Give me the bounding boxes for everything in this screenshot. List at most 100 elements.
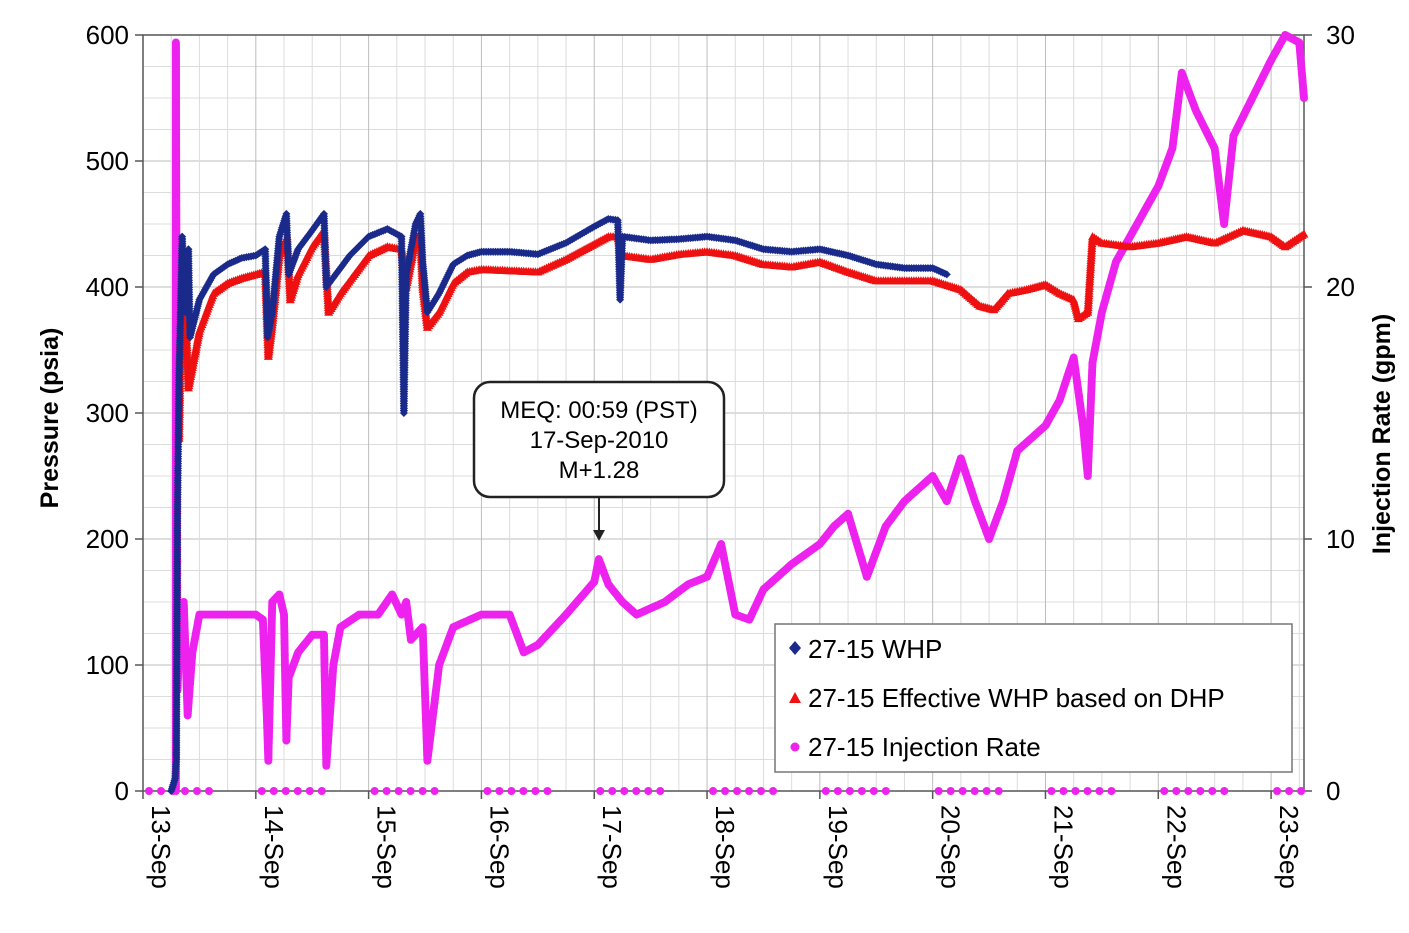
data-point xyxy=(483,787,492,795)
data-point xyxy=(1083,787,1092,795)
data-point xyxy=(1273,787,1282,795)
annotation-line-1: MEQ: 00:59 (PST) xyxy=(500,397,697,424)
right-tick-label: 10 xyxy=(1326,524,1355,554)
x-tick-label: 16-Sep xyxy=(484,805,514,889)
data-point xyxy=(1172,787,1181,795)
data-point xyxy=(833,787,842,795)
data-point xyxy=(733,787,742,795)
data-point xyxy=(982,787,991,795)
x-tick-label: 21-Sep xyxy=(1048,805,1078,889)
legend-marker-whp xyxy=(789,641,801,655)
left-tick-label: 0 xyxy=(115,776,129,806)
series-whp xyxy=(167,209,951,795)
data-point xyxy=(1184,787,1193,795)
data-point xyxy=(1285,787,1294,795)
data-point xyxy=(430,787,439,795)
data-point xyxy=(1208,787,1217,795)
data-point xyxy=(881,787,890,795)
data-point xyxy=(145,787,153,795)
data-point xyxy=(709,787,718,795)
data-point xyxy=(370,787,379,795)
y-right-axis-title: Injection Rate (gpm) xyxy=(1368,314,1396,554)
data-point xyxy=(205,787,213,795)
data-point xyxy=(531,787,540,795)
data-point xyxy=(1220,787,1229,795)
legend-label-rate: 27-15 Injection Rate xyxy=(808,732,1041,762)
x-axis: 13-Sep 14-Sep 15-Sep 16-Sep 17-Sep 18-Sep 19-S… xyxy=(142,791,1304,889)
right-tick-label: 0 xyxy=(1326,776,1340,806)
data-point xyxy=(157,787,165,795)
right-tick-label: 30 xyxy=(1326,20,1355,50)
data-point xyxy=(857,787,866,795)
x-tick-label: 15-Sep xyxy=(372,805,402,889)
data-point xyxy=(958,787,967,795)
data-point xyxy=(1196,787,1205,795)
legend-box xyxy=(774,623,1293,773)
left-tick-label: 600 xyxy=(86,20,129,50)
data-point xyxy=(281,787,290,795)
data-point xyxy=(632,787,641,795)
data-point xyxy=(994,787,1003,795)
data-point xyxy=(845,787,854,795)
data-point xyxy=(519,787,528,795)
legend-marker-rate xyxy=(790,742,800,752)
x-tick-label: 22-Sep xyxy=(1161,805,1191,889)
data-point xyxy=(543,787,552,795)
x-tick-label: 23-Sep xyxy=(1274,805,1304,889)
annotation-arrow-head xyxy=(593,530,605,541)
data-point xyxy=(721,787,730,795)
data-point xyxy=(1300,94,1308,102)
data-point xyxy=(608,787,617,795)
left-tick-label: 500 xyxy=(86,146,129,176)
left-tick-label: 100 xyxy=(86,650,129,680)
data-point xyxy=(596,787,605,795)
data-point xyxy=(1071,787,1080,795)
data-point xyxy=(1095,787,1104,795)
data-point xyxy=(1297,787,1306,795)
legend-label-whp: 27-15 WHP xyxy=(808,634,942,664)
annotation-callout: MEQ: 00:59 (PST) 17-Sep-2010 M+1.28 xyxy=(472,380,726,541)
data-point xyxy=(406,787,415,795)
data-point xyxy=(821,787,830,795)
left-tick-label: 400 xyxy=(86,272,129,302)
x-tick-label: 17-Sep xyxy=(597,805,627,889)
data-point xyxy=(317,787,326,795)
x-tick-label: 18-Sep xyxy=(710,805,740,889)
right-tick-label: 20 xyxy=(1326,272,1355,302)
data-point xyxy=(934,787,943,795)
x-tick-label: 19-Sep xyxy=(823,805,853,889)
data-point xyxy=(745,787,754,795)
data-point xyxy=(507,787,516,795)
data-point xyxy=(193,787,201,795)
data-point xyxy=(269,787,278,795)
data-point xyxy=(293,787,302,795)
data-point xyxy=(656,787,665,795)
y-left-axis-title: Pressure (psia) xyxy=(36,328,64,509)
data-point xyxy=(1059,787,1068,795)
legend: 27-15 WHP 27-15 Effective WHP based on D… xyxy=(774,623,1293,773)
legend-marker-effective xyxy=(789,692,801,703)
data-point xyxy=(942,270,951,279)
data-point xyxy=(305,787,314,795)
data-point xyxy=(181,787,189,795)
data-point xyxy=(620,787,629,795)
x-tick-label: 13-Sep xyxy=(146,805,176,889)
data-point xyxy=(418,787,427,795)
legend-label-effective: 27-15 Effective WHP based on DHP xyxy=(808,683,1225,713)
x-tick-label: 20-Sep xyxy=(936,805,966,889)
data-point xyxy=(869,787,878,795)
annotation-line-2: 17-Sep-2010 xyxy=(530,427,669,454)
left-tick-label: 200 xyxy=(86,524,129,554)
data-point xyxy=(394,787,403,795)
right-axis: 0 10 20 30 xyxy=(1304,20,1355,806)
data-point xyxy=(1107,787,1116,795)
data-point xyxy=(757,787,766,795)
data-point xyxy=(1047,787,1056,795)
annotation-line-3: M+1.28 xyxy=(559,457,640,484)
data-point xyxy=(1299,229,1309,238)
data-point xyxy=(495,787,504,795)
data-point xyxy=(644,787,653,795)
data-point xyxy=(1160,787,1169,795)
